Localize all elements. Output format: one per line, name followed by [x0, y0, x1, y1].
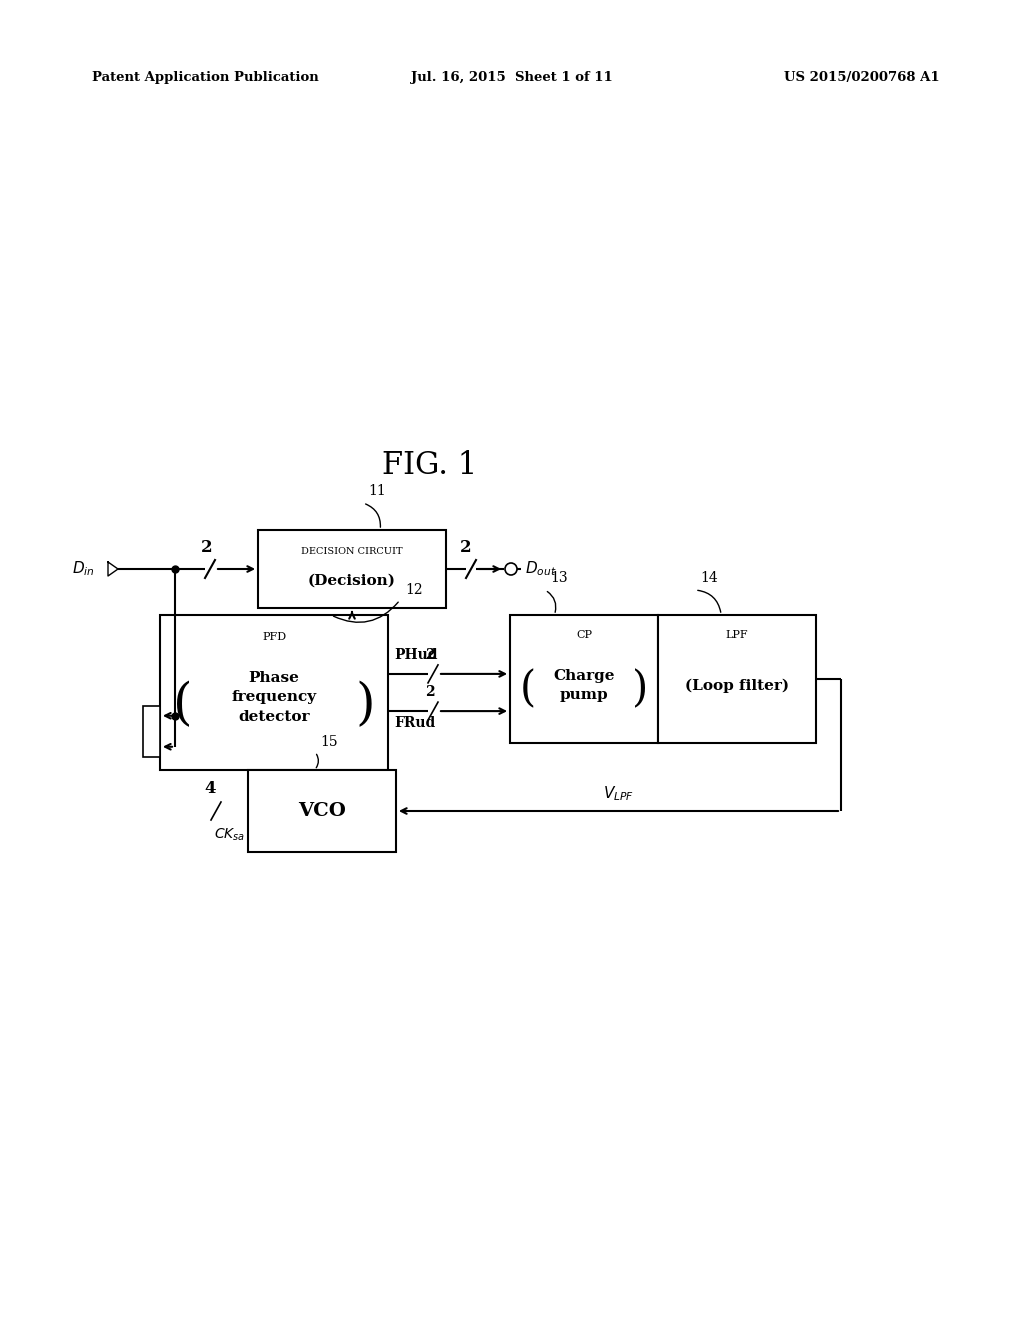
- Text: 2: 2: [460, 539, 472, 556]
- Text: 2: 2: [425, 648, 435, 661]
- Text: $CK_{sa}$: $CK_{sa}$: [214, 828, 246, 843]
- Text: Phase
frequency
detector: Phase frequency detector: [231, 671, 316, 723]
- Text: 13: 13: [550, 572, 567, 585]
- Text: (Loop filter): (Loop filter): [685, 678, 790, 693]
- Text: $D_{out}$: $D_{out}$: [525, 560, 556, 578]
- Text: (: (: [173, 680, 193, 730]
- Text: $V_{LPF}$: $V_{LPF}$: [603, 784, 634, 803]
- Bar: [658, 615, 816, 743]
- Text: LPF: LPF: [726, 631, 749, 640]
- Text: PHud: PHud: [394, 648, 437, 661]
- Text: 4: 4: [204, 780, 216, 797]
- Text: US 2015/0200768 A1: US 2015/0200768 A1: [784, 71, 940, 84]
- Text: PFD: PFD: [262, 632, 286, 642]
- Bar: [143, 706, 160, 756]
- Text: (Decision): (Decision): [308, 574, 396, 587]
- Text: FIG. 1: FIG. 1: [382, 450, 477, 480]
- Text: Charge
pump: Charge pump: [553, 669, 614, 702]
- Text: 11: 11: [368, 484, 386, 498]
- Text: 2: 2: [201, 539, 213, 556]
- Text: 12: 12: [406, 583, 423, 597]
- Text: FRud: FRud: [394, 715, 435, 730]
- Text: CP: CP: [575, 631, 592, 640]
- Bar: [258, 531, 446, 609]
- Text: VCO: VCO: [298, 803, 346, 820]
- Text: ): ): [632, 668, 648, 710]
- Text: (: (: [519, 668, 536, 710]
- Text: 15: 15: [319, 735, 338, 748]
- Text: 2: 2: [425, 685, 435, 700]
- Text: 14: 14: [700, 572, 718, 585]
- Text: Patent Application Publication: Patent Application Publication: [92, 71, 318, 84]
- Text: $D_{in}$: $D_{in}$: [73, 560, 95, 578]
- Text: Jul. 16, 2015  Sheet 1 of 11: Jul. 16, 2015 Sheet 1 of 11: [411, 71, 613, 84]
- Bar: [160, 615, 388, 770]
- Bar: [248, 770, 396, 851]
- Text: ): ): [355, 680, 375, 730]
- Text: DECISION CIRCUIT: DECISION CIRCUIT: [301, 548, 402, 556]
- Bar: [510, 615, 658, 743]
